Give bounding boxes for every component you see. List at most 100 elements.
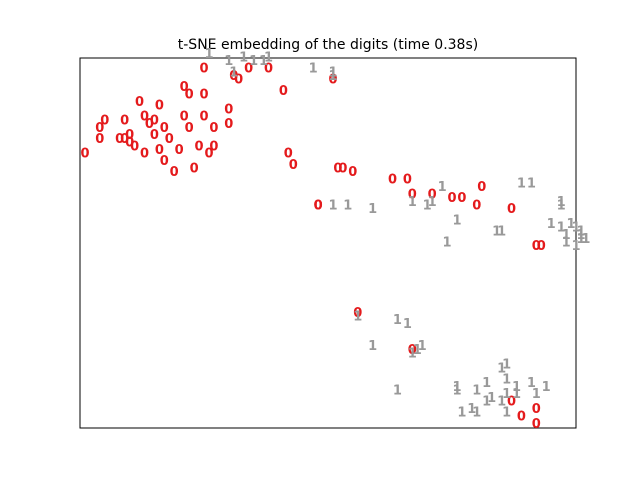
- digit-label-0: 0: [95, 121, 104, 136]
- digit-label-0: 0: [150, 128, 159, 143]
- digit-label-1: 1: [457, 406, 466, 421]
- digit-label-0: 0: [472, 199, 481, 214]
- digit-label-1: 1: [492, 224, 501, 239]
- plot-frame: [79, 57, 577, 429]
- digit-label-1: 1: [328, 65, 337, 80]
- digit-label-0: 0: [507, 202, 516, 217]
- digit-label-0: 0: [408, 343, 417, 358]
- digit-label-0: 0: [150, 113, 159, 128]
- digit-label-0: 0: [224, 117, 233, 132]
- digit-label-0: 0: [279, 84, 288, 99]
- digit-label-1: 1: [512, 380, 521, 395]
- digit-label-0: 0: [155, 143, 164, 158]
- digit-label-0: 0: [408, 187, 417, 202]
- digit-label-1: 1: [566, 217, 575, 232]
- digit-label-1: 1: [428, 195, 437, 210]
- digit-label-1: 1: [576, 224, 585, 239]
- digit-label-0: 0: [140, 110, 149, 125]
- digit-label-0: 0: [517, 409, 526, 424]
- digit-label-1: 1: [452, 213, 461, 228]
- digit-label-1: 1: [532, 387, 541, 402]
- digit-label-0: 0: [125, 136, 134, 151]
- digit-label-0: 0: [338, 162, 347, 177]
- digit-label-1: 1: [527, 176, 536, 191]
- digit-label-1: 1: [328, 69, 337, 84]
- digit-label-0: 0: [209, 139, 218, 154]
- digit-label-1: 1: [562, 228, 571, 243]
- digit-label-1: 1: [328, 199, 337, 214]
- digit-label-1: 1: [502, 372, 511, 387]
- digit-label-0: 0: [199, 110, 208, 125]
- digit-label-0: 0: [194, 139, 203, 154]
- digit-label-1: 1: [502, 358, 511, 373]
- digit-label-0: 0: [447, 191, 456, 206]
- digit-label-0: 0: [224, 102, 233, 117]
- digit-label-0: 0: [100, 113, 109, 128]
- digit-label-1: 1: [581, 232, 590, 247]
- digit-label-0: 0: [160, 154, 169, 169]
- digit-label-1: 1: [527, 376, 536, 391]
- digit-label-1: 1: [502, 387, 511, 402]
- digit-label-0: 0: [532, 417, 541, 432]
- digit-label-0: 0: [120, 132, 129, 147]
- digit-label-0: 0: [314, 199, 323, 214]
- digit-label-0: 0: [284, 147, 293, 162]
- digit-label-0: 0: [477, 180, 486, 195]
- digit-label-1: 1: [413, 343, 422, 358]
- digit-label-0: 0: [95, 132, 104, 147]
- digit-label-1: 1: [542, 380, 551, 395]
- digit-label-1: 1: [472, 406, 481, 421]
- digit-label-1: 1: [403, 317, 412, 332]
- digit-label-1: 1: [423, 199, 432, 214]
- digit-label-0: 0: [140, 147, 149, 162]
- digit-label-1: 1: [393, 313, 402, 328]
- digit-label-0: 0: [80, 147, 89, 162]
- digit-label-1: 1: [343, 199, 352, 214]
- digit-label-1: 1: [259, 54, 268, 69]
- digit-label-0: 0: [155, 99, 164, 114]
- digit-label-1: 1: [418, 339, 427, 354]
- digit-label-1: 1: [482, 395, 491, 410]
- digit-label-0: 0: [190, 162, 199, 177]
- digit-label-1: 1: [547, 217, 556, 232]
- digit-label-0: 0: [348, 165, 357, 180]
- digit-label-0: 0: [160, 121, 169, 136]
- digit-label-1: 1: [438, 180, 447, 195]
- digit-label-1: 1: [557, 195, 566, 210]
- digit-label-1: 1: [472, 384, 481, 399]
- chart-title: t-SNE embedding of the digits (time 0.38…: [178, 37, 478, 53]
- digit-label-1: 1: [517, 176, 526, 191]
- digit-label-0: 0: [403, 173, 412, 188]
- digit-label-1: 1: [264, 51, 273, 66]
- digit-label-0: 0: [457, 191, 466, 206]
- digit-label-1: 1: [557, 199, 566, 214]
- digit-label-1: 1: [512, 387, 521, 402]
- digit-label-1: 1: [467, 402, 476, 417]
- digit-label-0: 0: [130, 139, 139, 154]
- digit-label-0: 0: [333, 162, 342, 177]
- digit-label-0: 0: [180, 110, 189, 125]
- digit-label-1: 1: [576, 232, 585, 247]
- digit-label-1: 1: [368, 202, 377, 217]
- digit-label-0: 0: [314, 199, 323, 214]
- digit-label-0: 0: [234, 73, 243, 88]
- digit-label-0: 0: [388, 173, 397, 188]
- digit-label-0: 0: [180, 80, 189, 95]
- digit-label-1: 1: [408, 347, 417, 362]
- digit-label-0: 0: [353, 306, 362, 321]
- digit-label-1: 1: [249, 54, 258, 69]
- digit-label-1: 1: [482, 376, 491, 391]
- digit-label-0: 0: [170, 165, 179, 180]
- digit-label-0: 0: [125, 128, 134, 143]
- digit-label-1: 1: [557, 221, 566, 236]
- scatter-points: 0000000000000000000000000000000000000000…: [80, 47, 590, 432]
- digit-label-1: 1: [353, 310, 362, 325]
- digit-label-0: 0: [532, 239, 541, 254]
- digit-label-0: 0: [199, 62, 208, 77]
- digit-label-1: 1: [442, 236, 451, 251]
- digit-label-1: 1: [571, 221, 580, 236]
- digit-label-1: 1: [224, 54, 233, 69]
- digit-label-0: 0: [537, 239, 546, 254]
- digit-label-1: 1: [452, 384, 461, 399]
- digit-label-0: 0: [120, 113, 129, 128]
